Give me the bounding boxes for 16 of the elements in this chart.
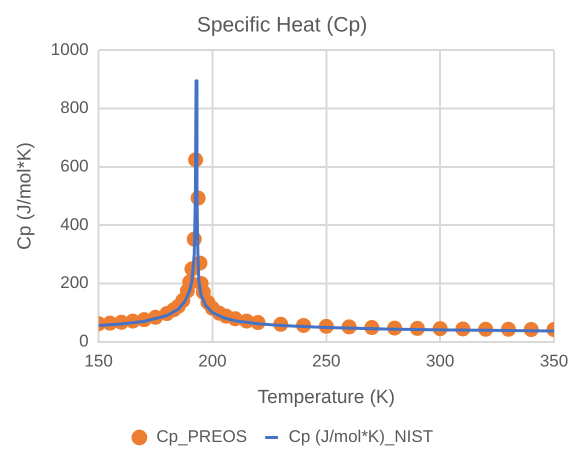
y-tick-label: 1000 — [50, 40, 89, 59]
y-axis-title: Cp (J/mol*K) — [14, 142, 36, 250]
x-tick-label: 200 — [198, 352, 227, 371]
x-tick-label: 250 — [312, 352, 340, 371]
y-tick-label: 600 — [60, 156, 89, 176]
y-tick-label: 200 — [60, 273, 89, 292]
legend-label: Cp (J/mol*K)_NIST — [288, 427, 434, 446]
y-tick-label: 0 — [79, 331, 89, 350]
x-tick-label: 300 — [426, 352, 454, 371]
y-tick-label: 800 — [60, 98, 89, 118]
legend-label: Cp_PREOS — [156, 427, 248, 446]
x-axis-title: Temperature (K) — [258, 386, 395, 408]
y-tick-label: 400 — [60, 214, 89, 234]
chart-title: Specific Heat (Cp) — [196, 13, 368, 36]
x-tick-label: 350 — [540, 352, 568, 371]
x-tick-label: 150 — [84, 352, 113, 371]
